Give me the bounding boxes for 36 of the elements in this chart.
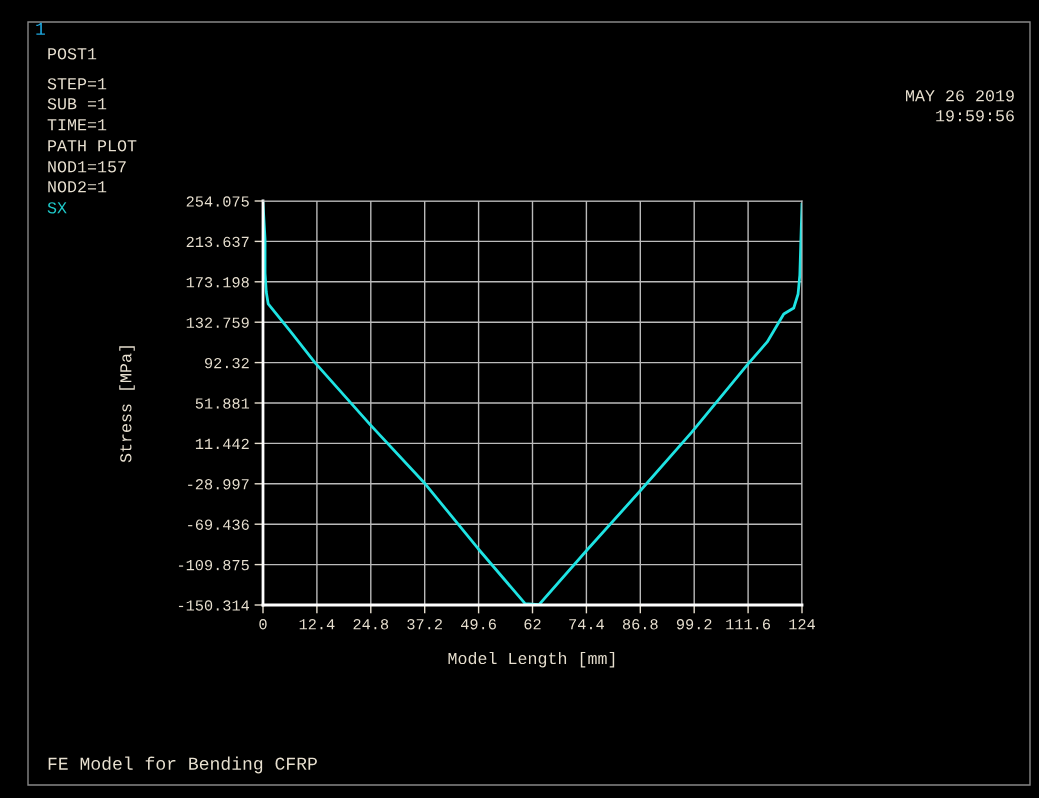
y-tick-label: -69.436 [188, 519, 249, 530]
text: 1 [36, 22, 45, 35]
x-tick-label: 37.2 [407, 619, 442, 630]
text: STEP=1 [47, 78, 107, 90]
x-tick-label: 74.4 [569, 619, 604, 630]
y-tick-label: -109.875 [178, 559, 249, 571]
text: FE Model for Bending CFRP [48, 756, 317, 774]
y-tick-label: 51.881 [195, 398, 250, 409]
x-tick-label: 86.8 [622, 619, 658, 630]
y-tick-label: 11.442 [195, 438, 249, 449]
x-tick-label: 0 [259, 619, 267, 630]
text: PATH PLOT [48, 140, 137, 152]
y-tick-label: 254.075 [186, 196, 249, 207]
text: NOD2=1 [48, 181, 107, 193]
y-tick-label: -28.997 [188, 479, 249, 490]
text: POST1 [48, 48, 97, 60]
text: TIME=1 [47, 119, 107, 131]
y-tick-label: 213.637 [186, 236, 249, 248]
x-tick-label: 62 [524, 619, 541, 630]
x-tick-label: 49.6 [461, 619, 496, 630]
x-tick-label: 99.2 [676, 619, 712, 630]
text: SX [47, 202, 67, 214]
y-tick-label: -150.314 [178, 600, 250, 611]
y-tick-label: 132.759 [186, 317, 249, 328]
y-tick-label: 173.198 [186, 277, 249, 288]
x-axis-title: Model Length [mm] [448, 651, 615, 668]
text: MAY 26 2019 [906, 90, 1014, 102]
x-tick-label: 12.4 [299, 619, 335, 630]
y-axis-title: Stress [MPa] [119, 346, 135, 463]
x-tick-label: 111.6 [726, 619, 771, 630]
y-tick-label: 92.32 [205, 357, 249, 369]
text: NOD1=157 [48, 161, 126, 173]
text: SUB =1 [47, 98, 107, 110]
x-tick-label: 24.8 [353, 619, 389, 630]
x-tick-label: 124 [789, 619, 815, 630]
text: 19:59:56 [936, 110, 1014, 122]
